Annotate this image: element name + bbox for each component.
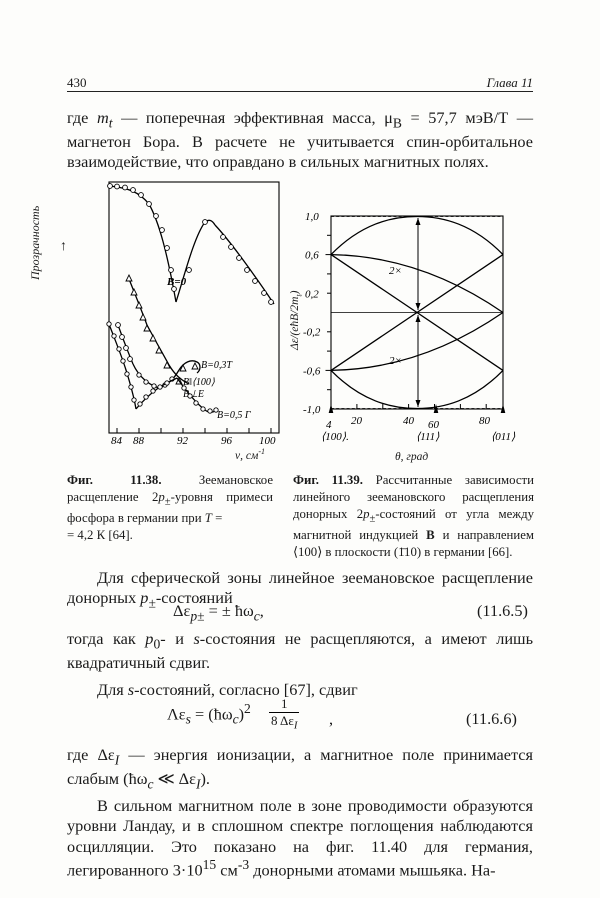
svg-text:60: 60 [428, 419, 440, 431]
svg-text:-1,0: -1,0 [303, 404, 321, 416]
svg-text:100: 100 [259, 435, 276, 447]
svg-text:-0,2: -0,2 [303, 327, 321, 339]
svg-text:B‖⟨100⟩: B‖⟨100⟩ [183, 377, 215, 388]
svg-text:80: 80 [479, 415, 491, 427]
svg-text:2×: 2× [389, 265, 402, 277]
svg-text:96: 96 [221, 435, 233, 447]
svg-text:B=0,5 Γ: B=0,5 Γ [217, 410, 251, 421]
svg-text:B=0: B=0 [166, 276, 187, 288]
svg-text:0,6: 0,6 [305, 250, 319, 262]
svg-text:⟨111⟩: ⟨111⟩ [416, 431, 440, 443]
svg-text:-0,6: -0,6 [303, 365, 321, 377]
svg-text:B=0,3T: B=0,3T [201, 360, 233, 371]
svg-text:92: 92 [177, 435, 189, 447]
svg-text:⟨011⟩: ⟨011⟩ [491, 431, 516, 443]
svg-text:⟨100⟩.: ⟨100⟩. [321, 431, 349, 443]
svg-text:20: 20 [351, 415, 363, 427]
svg-text:84: 84 [111, 435, 123, 447]
svg-text:2×: 2× [389, 355, 402, 367]
svg-text:40: 40 [403, 415, 415, 427]
svg-text:1,0: 1,0 [305, 211, 319, 223]
svg-text:0,2: 0,2 [305, 289, 319, 301]
svg-text:88: 88 [133, 435, 145, 447]
svg-text:4: 4 [326, 419, 332, 431]
